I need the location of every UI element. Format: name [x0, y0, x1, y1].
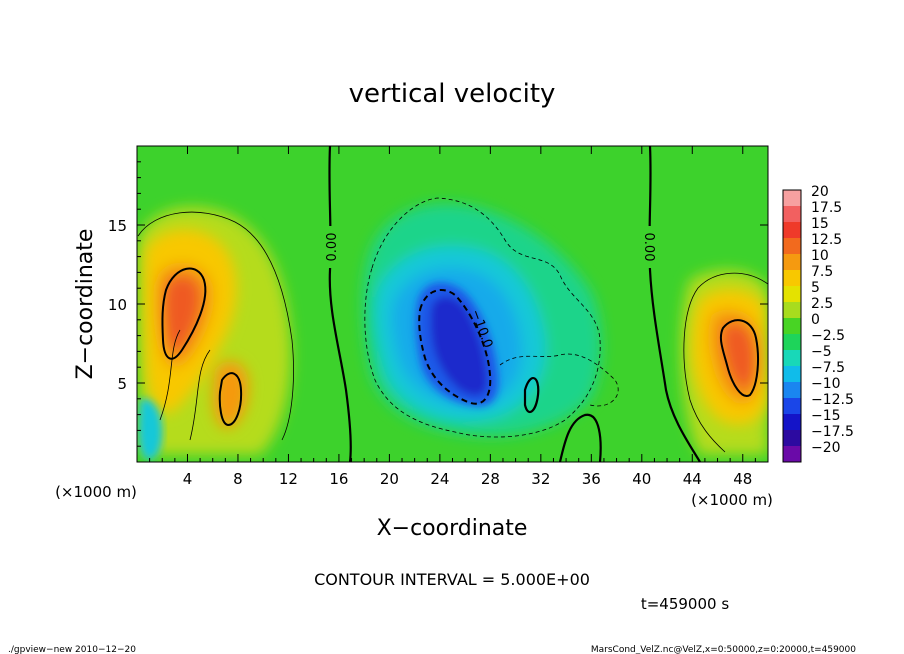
- x-tick-label: 12: [279, 470, 298, 488]
- y-axis-title: Z−coordinate: [73, 229, 98, 380]
- colorbar-label: −15: [811, 408, 841, 424]
- colorbar-swatch: [783, 446, 801, 463]
- colorbar-label: 0: [811, 312, 820, 328]
- x-axis-title: X−coordinate: [377, 516, 528, 541]
- x-tick-label: 4: [183, 470, 193, 488]
- colorbar-swatch: [783, 430, 801, 447]
- zero-contours: [328, 146, 701, 462]
- x-tick-label: 16: [329, 470, 348, 488]
- x-tick-label: 48: [733, 470, 752, 488]
- colorbar-swatch: [783, 238, 801, 255]
- colorbar-swatch: [783, 382, 801, 399]
- colorbar-label: 5: [811, 280, 820, 296]
- colorbar-swatch: [783, 254, 801, 271]
- footer-right: MarsCond_VelZ.nc@VelZ,x=0:50000,z=0:2000…: [591, 645, 856, 654]
- colorbar-label: 10: [811, 248, 829, 264]
- colorbar-label: −7.5: [811, 360, 845, 376]
- x-tick-label: 44: [683, 470, 702, 488]
- colorbar-swatch: [783, 190, 801, 207]
- y-unit-label: (×1000 m): [55, 483, 137, 501]
- x-tick-label: 20: [380, 470, 399, 488]
- colorbar-swatch: [783, 222, 801, 239]
- chart-title: vertical velocity: [349, 79, 556, 109]
- x-tick-label: 40: [632, 470, 651, 488]
- colorbar-label: −10: [811, 376, 841, 392]
- colorbar-label: 20: [811, 184, 829, 200]
- x-tick-label: 8: [233, 470, 243, 488]
- footer-left: ./gpview−new 2010−12−20: [8, 645, 136, 654]
- colorbar-label: 2.5: [811, 296, 833, 312]
- contour-label-bg: [642, 226, 658, 268]
- colorbar-swatch: [783, 398, 801, 415]
- left-updraft: [143, 229, 249, 429]
- y-tick-label: 5: [117, 375, 127, 393]
- time-label: t=459000 s: [641, 595, 729, 613]
- level-10-contours: [161, 267, 759, 427]
- contour-interval-text: CONTOUR INTERVAL = 5.000E+00: [314, 570, 590, 589]
- colorbar-swatch: [783, 350, 801, 367]
- colorbar-label: −5: [811, 344, 832, 360]
- colorbar: 2017.51512.5107.552.50−2.5−5−7.5−10−12.5…: [782, 184, 854, 463]
- y-tick-label: 10: [108, 296, 127, 314]
- small-downdraft-patch: [138, 398, 163, 460]
- colorbar-label: −2.5: [811, 328, 845, 344]
- x-tick-label: 36: [582, 470, 601, 488]
- colorbar-swatch: [783, 366, 801, 383]
- dashed-contours: [364, 197, 619, 438]
- colorbar-label: 17.5: [811, 200, 842, 216]
- x-tick-label: 32: [531, 470, 550, 488]
- contour-label-bg: [322, 226, 338, 268]
- colorbar-swatch: [783, 414, 801, 431]
- colorbar-label: −20: [811, 440, 841, 456]
- colorbar-swatch: [783, 302, 801, 319]
- x-tick-label: 24: [430, 470, 449, 488]
- colorbar-swatch: [783, 334, 801, 351]
- colorbar-frame: [782, 189, 802, 463]
- colorbar-swatch: [783, 206, 801, 223]
- colorbar-label: −12.5: [811, 392, 854, 408]
- colorbar-label: 7.5: [811, 264, 833, 280]
- colorbar-swatch: [783, 286, 801, 303]
- downdraft-core: [415, 282, 499, 407]
- colorbar-swatch: [783, 270, 801, 287]
- colorbar-label: 15: [811, 216, 829, 232]
- x-unit-label: (×1000 m): [691, 491, 773, 509]
- colorbar-swatch: [783, 318, 801, 335]
- contour-label-zero-right: 0.00: [641, 233, 656, 262]
- colorbar-label: 12.5: [811, 232, 842, 248]
- plot-area: 0.00 0.00 −10.0: [137, 146, 768, 462]
- colorbar-label: −17.5: [811, 424, 854, 440]
- contour-label-zero-left: 0.00: [325, 233, 340, 262]
- y-tick-label: 15: [108, 217, 127, 235]
- thin-contours: [137, 211, 768, 453]
- x-tick-label: 28: [481, 470, 500, 488]
